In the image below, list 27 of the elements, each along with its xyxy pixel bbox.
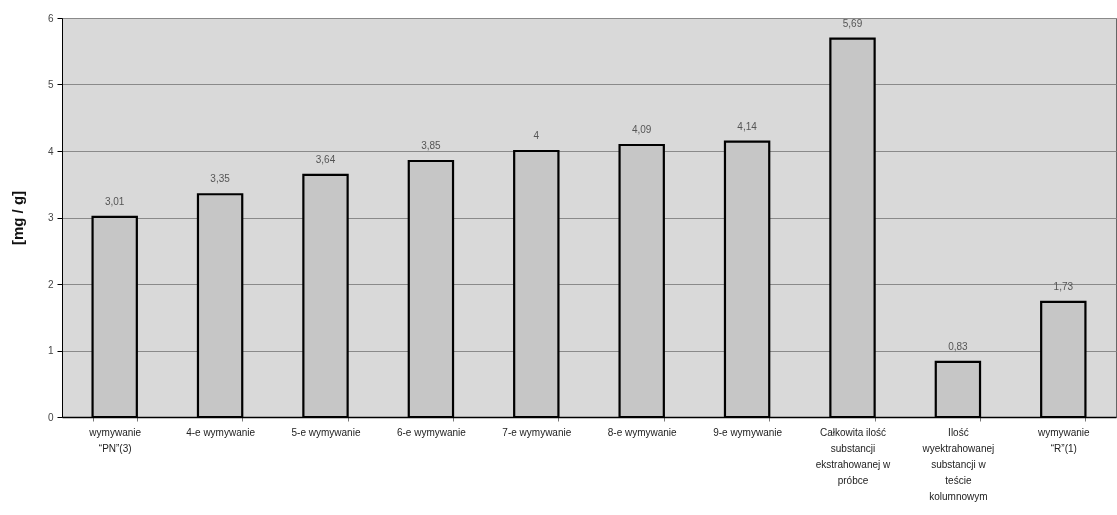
x-tick-label: 4-e wymywanie: [186, 426, 256, 438]
x-tick-label: wymywanie “R”(1): [1036, 426, 1091, 454]
x-tick-label: 9-e wymywanie: [713, 426, 783, 438]
y-tick-label: 5: [47, 79, 54, 90]
data-label: 4: [533, 130, 540, 141]
x-tick-label: 5-e wymywanie: [291, 426, 361, 438]
x-tick-label: Całkowita ilość substancji ekstrahowanej w próbce: [815, 426, 892, 486]
x-tick-label: Ilość wyektrahowanej substancji w teście kolumnowym: [921, 426, 995, 502]
y-tick-label: 1: [47, 345, 54, 356]
y-tick-label: 3: [47, 212, 54, 223]
x-tick-label: wymywanie “PN”(3): [88, 426, 142, 454]
data-label: 3,01: [104, 195, 125, 207]
y-axis-title: [mg / g]: [8, 190, 26, 246]
data-label: 0,83: [948, 340, 969, 352]
y-tick-label: 0: [47, 411, 54, 423]
x-tick-label: 8-e wymywanie: [607, 426, 678, 438]
data-label: 3,85: [421, 139, 442, 151]
data-label: 5,69: [842, 17, 863, 29]
data-label: 4,09: [631, 124, 652, 136]
x-tick-label: 6-e wymywanie: [396, 426, 467, 438]
y-tick-label: 4: [47, 145, 54, 157]
y-tick-label: 2: [47, 278, 54, 290]
data-label: 3,35: [210, 173, 231, 185]
x-tick-label: 7-e wymywanie: [502, 426, 572, 438]
data-label: 4,14: [737, 120, 758, 132]
data-label: 3,64: [315, 153, 336, 165]
y-tick-label: 6: [47, 12, 54, 24]
